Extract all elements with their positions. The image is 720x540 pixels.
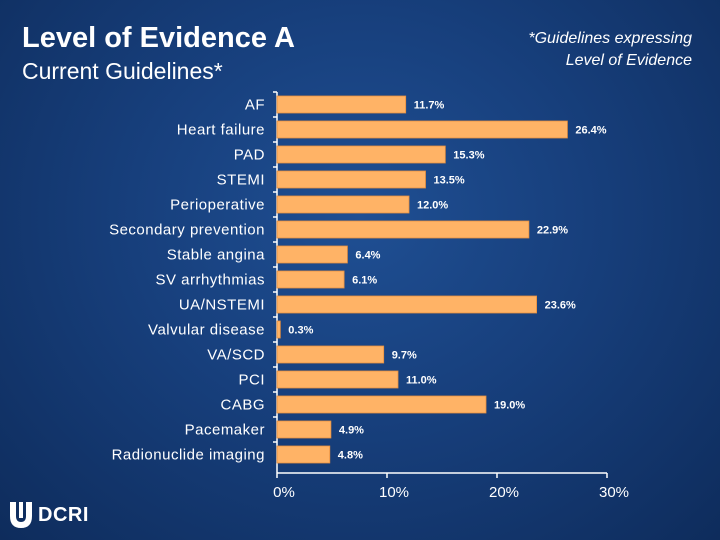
bar — [276, 220, 530, 239]
bar — [276, 245, 348, 264]
x-tick-label: 10% — [379, 484, 409, 501]
value-label: 23.6% — [545, 300, 576, 312]
category-label: Perioperative — [170, 197, 265, 214]
value-label: 13.5% — [434, 175, 465, 187]
slide-subtitle: Current Guidelines* — [22, 58, 223, 84]
logo-text: DCRI — [38, 503, 89, 526]
bar — [276, 145, 446, 164]
bar — [276, 120, 568, 139]
category-label: Radionuclide imaging — [112, 447, 265, 464]
slide-title: Level of Evidence A — [22, 22, 295, 54]
bar — [276, 370, 399, 389]
x-tick-label: 0% — [273, 484, 295, 501]
bar — [276, 320, 281, 339]
value-label: 15.3% — [453, 150, 484, 162]
footnote-line-1: *Guidelines expressing — [528, 30, 692, 47]
category-label: Valvular disease — [148, 322, 265, 339]
value-label: 6.1% — [352, 275, 377, 287]
x-tick-label: 20% — [489, 484, 519, 501]
bar — [276, 270, 345, 289]
footnote: *Guidelines expressing Level of Evidence — [528, 28, 692, 72]
value-label: 11.7% — [414, 100, 445, 112]
value-label: 4.8% — [338, 450, 363, 462]
category-label: Stable angina — [167, 247, 265, 264]
bar — [276, 420, 332, 439]
category-label: Heart failure — [177, 122, 265, 139]
category-label: SV arrhythmias — [155, 272, 265, 289]
value-label: 9.7% — [392, 350, 417, 362]
bar — [276, 445, 331, 464]
category-label: VA/SCD — [207, 347, 265, 364]
value-label: 26.4% — [575, 125, 606, 137]
category-label: Secondary prevention — [109, 222, 265, 239]
bar — [276, 345, 385, 364]
value-label: 4.9% — [339, 425, 364, 437]
bar — [276, 295, 538, 314]
bar — [276, 170, 426, 189]
category-label: PAD — [234, 147, 265, 164]
bar — [276, 195, 410, 214]
bar — [276, 395, 487, 414]
footnote-line-2: Level of Evidence — [565, 52, 692, 69]
bar — [276, 95, 407, 114]
category-label: Pacemaker — [185, 422, 265, 439]
value-label: 6.4% — [355, 250, 380, 262]
category-label: PCI — [238, 372, 265, 389]
value-label: 0.3% — [288, 325, 313, 337]
value-label: 19.0% — [494, 400, 525, 412]
category-label: CABG — [220, 397, 265, 414]
value-label: 11.0% — [406, 375, 437, 387]
dcri-logo: DCRI — [8, 500, 89, 530]
value-label: 22.9% — [537, 225, 568, 237]
category-label: UA/NSTEMI — [179, 297, 265, 314]
category-label: AF — [245, 97, 265, 114]
dcri-shield-icon — [10, 502, 32, 528]
category-label: STEMI — [217, 172, 265, 189]
value-label: 12.0% — [417, 200, 448, 212]
x-tick-label: 30% — [599, 484, 629, 501]
